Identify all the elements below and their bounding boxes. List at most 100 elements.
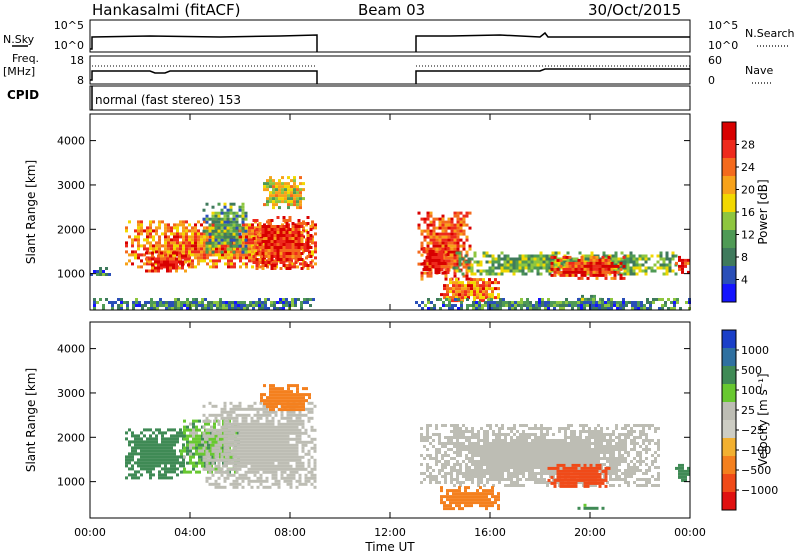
scatter-cell bbox=[564, 460, 567, 463]
scatter-cell bbox=[275, 387, 278, 391]
scatter-cell bbox=[220, 458, 224, 462]
scatter-cell bbox=[574, 261, 578, 265]
scatter-cell bbox=[453, 274, 457, 278]
scatter-cell bbox=[478, 301, 481, 304]
scatter-cell bbox=[486, 424, 489, 427]
scatter-cell bbox=[519, 445, 522, 448]
scatter-cell bbox=[161, 446, 164, 450]
scatter-cell bbox=[314, 256, 317, 260]
scatter-cell bbox=[545, 263, 549, 267]
scatter-cell bbox=[471, 436, 474, 439]
scatter-cell bbox=[177, 304, 180, 307]
scatter-cell bbox=[671, 269, 675, 273]
scatter-cell bbox=[480, 466, 483, 469]
scatter-cell bbox=[546, 481, 549, 484]
scatter-cell bbox=[278, 185, 281, 189]
scatter-cell bbox=[128, 452, 131, 456]
scatter-cell bbox=[619, 307, 622, 310]
scatter-cell bbox=[498, 439, 501, 442]
scatter-cell bbox=[170, 443, 173, 447]
scatter-cell bbox=[140, 440, 143, 444]
scatter-cell bbox=[447, 436, 450, 439]
scatter-cell bbox=[459, 217, 463, 221]
scatter-cell bbox=[313, 467, 317, 471]
scatter-cell bbox=[281, 393, 284, 397]
scatter-cell bbox=[516, 472, 519, 475]
scatter-cell bbox=[485, 260, 489, 264]
scatter-cell bbox=[220, 220, 224, 224]
scatter-cell bbox=[453, 436, 456, 439]
scatter-cell bbox=[465, 466, 468, 469]
scatter-cell bbox=[458, 287, 461, 291]
scatter-cell bbox=[280, 449, 284, 453]
scatter-cell bbox=[435, 433, 438, 436]
scatter-cell bbox=[191, 265, 194, 269]
scatter-cell bbox=[211, 217, 215, 221]
scatter-cell bbox=[145, 257, 148, 261]
scatter-cell bbox=[299, 399, 302, 403]
scatter-cell bbox=[303, 222, 307, 225]
scatter-cell bbox=[250, 452, 254, 456]
scatter-cell bbox=[459, 220, 463, 224]
scatter-cell bbox=[274, 431, 278, 435]
scatter-cell bbox=[253, 443, 257, 447]
scatter-cell bbox=[205, 416, 209, 420]
scatter-cell bbox=[420, 481, 423, 484]
scatter-cell bbox=[274, 413, 278, 417]
scatter-cell bbox=[661, 298, 664, 301]
scatter-cell bbox=[281, 402, 284, 406]
scatter-cell bbox=[161, 473, 164, 477]
scatter-cell bbox=[595, 264, 599, 268]
scatter-cell bbox=[174, 298, 177, 301]
scatter-cell bbox=[435, 454, 438, 457]
scatter-cell bbox=[253, 467, 257, 471]
scatter-cell bbox=[167, 238, 170, 242]
scatter-cell bbox=[465, 277, 469, 281]
scatter-cell bbox=[295, 419, 299, 423]
scatter-cell bbox=[580, 267, 584, 271]
scatter-cell bbox=[230, 253, 233, 257]
scatter-cell bbox=[267, 246, 271, 249]
scatter-cell bbox=[152, 452, 155, 456]
scatter-cell bbox=[432, 226, 436, 230]
scatter-cell bbox=[444, 220, 448, 224]
scatter-cell bbox=[226, 470, 230, 474]
scatter-cell bbox=[313, 476, 317, 480]
scatter-cell bbox=[272, 396, 275, 400]
scatter-cell bbox=[255, 301, 258, 304]
scatter-cell bbox=[420, 244, 424, 248]
scatter-cell bbox=[453, 445, 456, 448]
scatter-cell bbox=[545, 269, 549, 273]
scatter-cell bbox=[570, 451, 573, 454]
scatter-cell bbox=[607, 301, 610, 304]
scatter-cell bbox=[221, 253, 224, 257]
scatter-cell bbox=[297, 237, 301, 240]
scatter-cell bbox=[437, 256, 441, 259]
scatter-cell bbox=[188, 229, 191, 233]
scatter-cell bbox=[540, 463, 543, 466]
scatter-cell bbox=[544, 301, 547, 304]
scatter-cell bbox=[182, 256, 185, 260]
scatter-cell bbox=[232, 440, 236, 444]
scatter-cell bbox=[226, 473, 230, 477]
scatter-cell bbox=[205, 479, 209, 483]
scatter-cell bbox=[622, 264, 626, 268]
scatter-cell bbox=[159, 301, 162, 304]
scatter-cell bbox=[513, 466, 516, 469]
scatter-cell bbox=[164, 470, 167, 474]
scatter-cell bbox=[525, 478, 528, 481]
scatter-cell bbox=[132, 304, 135, 307]
scatter-cell bbox=[495, 442, 498, 445]
scatter-cell bbox=[429, 424, 432, 427]
scatter-cell bbox=[441, 217, 445, 221]
scatter-cell bbox=[164, 467, 167, 471]
scatter-cell bbox=[471, 475, 474, 478]
scatter-cell bbox=[604, 304, 607, 307]
scatter-cell bbox=[570, 460, 573, 463]
scatter-cell bbox=[490, 301, 493, 304]
scatter-cell bbox=[539, 254, 543, 258]
scatter-cell bbox=[225, 301, 228, 304]
scatter-cell bbox=[173, 449, 176, 453]
scatter-cell bbox=[215, 253, 218, 257]
scatter-cell bbox=[462, 232, 466, 236]
